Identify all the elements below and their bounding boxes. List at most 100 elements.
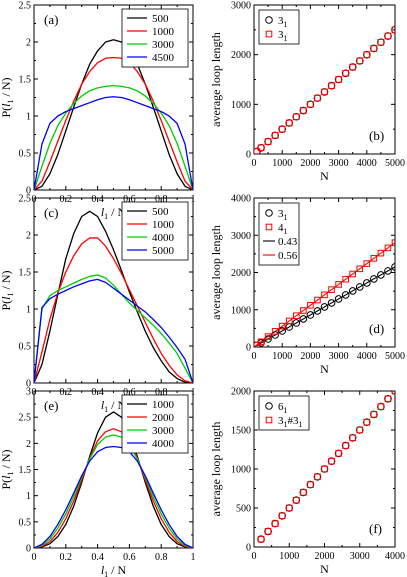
legend-label: 1000 [152, 399, 175, 411]
series-line-1000 [34, 56, 193, 190]
x-tick-label: 2000 [315, 551, 335, 562]
panel-b: 0 1000 2000 3000 4000 50000100020003000Navera… [209, 1, 405, 184]
legend-label: 31#31 [278, 415, 303, 429]
data-point-square [321, 291, 328, 299]
data-point-square [293, 312, 300, 320]
y-tick-label: 0.5 [19, 149, 32, 160]
y-tick-label: 1.5 [19, 268, 32, 279]
data-point-circle [334, 295, 343, 303]
legend-label: 1000 [152, 26, 175, 38]
y-tick-label: 4000 [231, 194, 251, 205]
data-point-square [363, 51, 371, 58]
data-point-circle [306, 311, 315, 319]
series-line-1000 [34, 237, 193, 383]
data-point-square [321, 88, 328, 96]
data-point-square [356, 426, 364, 434]
y-tick-label: 1000 [231, 305, 251, 316]
x-tick-label: 4000 [385, 551, 405, 562]
data-point-square [328, 457, 335, 465]
y-axis-label-rest: / N) [0, 270, 13, 292]
series-line-5000 [34, 278, 193, 383]
x-tick-label: 1000 [279, 551, 299, 562]
data-point-square [285, 119, 293, 127]
series-line-4000 [34, 445, 193, 548]
x-tick-label: 2000 [300, 158, 320, 169]
panel-label: (d) [369, 321, 384, 336]
data-point-square [293, 113, 300, 121]
legend-label: 500 [152, 13, 169, 25]
data-point-square [271, 520, 279, 527]
data-point-square [285, 317, 293, 325]
y-tick-label: 500 [236, 504, 251, 515]
y-axis-label-sub: 1 [6, 471, 15, 475]
y-tick-label: 0 [26, 379, 31, 390]
data-point-square [335, 281, 342, 288]
y-tick-label: 1.5 [19, 465, 32, 476]
legend-marker-circle [265, 16, 273, 24]
legend-label-mid: #3 [288, 415, 300, 427]
legend-box [258, 9, 300, 45]
legend-marker-circle [265, 402, 273, 410]
legend-label: 0.56 [278, 250, 298, 262]
y-axis: 0 0.5 1 1.5 2 2.5 [19, 194, 193, 390]
data-point-circle [271, 331, 279, 339]
data-point-square [314, 296, 321, 304]
y-tick-label: 0 [246, 543, 251, 554]
data-point-square [321, 465, 328, 473]
x-axis-label-l: l [101, 205, 105, 219]
y-tick-label: 1.5 [19, 75, 32, 86]
legend-marker-square [265, 30, 273, 38]
data-point-square [307, 301, 314, 309]
plot-area [34, 210, 193, 383]
x-axis-label-sub: 1 [104, 212, 108, 221]
legend-label: 31 [278, 15, 288, 29]
series-line-500 [34, 210, 193, 383]
x-axis: 0 1000 2000 3000 4000 [252, 391, 405, 562]
data-point-square [314, 473, 321, 481]
x-axis-label: N [320, 169, 329, 183]
y-tick-label: 3000 [231, 231, 251, 242]
data-point-circle [391, 263, 395, 271]
legend-marker-square [265, 416, 273, 424]
y-axis-label-rest: / N) [0, 77, 13, 99]
series-1 [254, 26, 395, 154]
y-axis-label: average loop length [209, 32, 223, 127]
x-tick-label: 1 [191, 552, 196, 563]
data-point-square [384, 395, 392, 403]
x-axis-label: N [320, 362, 329, 376]
x-tick-label: 0.2 [60, 552, 73, 563]
y-axis-label-l: l [0, 475, 13, 479]
x-tick-label: 1000 [272, 351, 292, 362]
x-axis: 0 1000 2000 3000 4000 5000 [252, 5, 405, 169]
x-tick-label: 4000 [357, 351, 377, 362]
data-point-circle [327, 299, 336, 307]
legend-label: 1000 [152, 219, 175, 231]
data-point-circle [278, 327, 287, 335]
data-point-square [335, 76, 342, 83]
data-point-square [377, 38, 385, 46]
y-tick-label: 1 [26, 305, 31, 316]
y-axis-label-rest: / N) [0, 449, 13, 471]
data-point-square [363, 260, 371, 267]
y-axis-label-l: l [0, 296, 13, 300]
legend-label-sub: 1 [284, 227, 288, 236]
y-axis-label-p: P( [0, 107, 13, 118]
y-tick-label: 3 [26, 387, 31, 398]
legend-label: 31 [278, 29, 288, 43]
legend-box [258, 395, 310, 431]
y-axis-label-l: l [0, 103, 13, 107]
y-tick-label: 1 [26, 491, 31, 502]
y-tick-label: 2.5 [19, 413, 32, 424]
legend-label: 3000 [152, 425, 175, 437]
data-point-square [391, 26, 395, 34]
legend-label-main: 3 [278, 15, 284, 27]
data-point-square [257, 144, 265, 152]
data-point-square [293, 496, 300, 504]
y-axis-label: P(l1 / N) [0, 270, 15, 310]
y-tick-label: 1000 [231, 465, 251, 476]
